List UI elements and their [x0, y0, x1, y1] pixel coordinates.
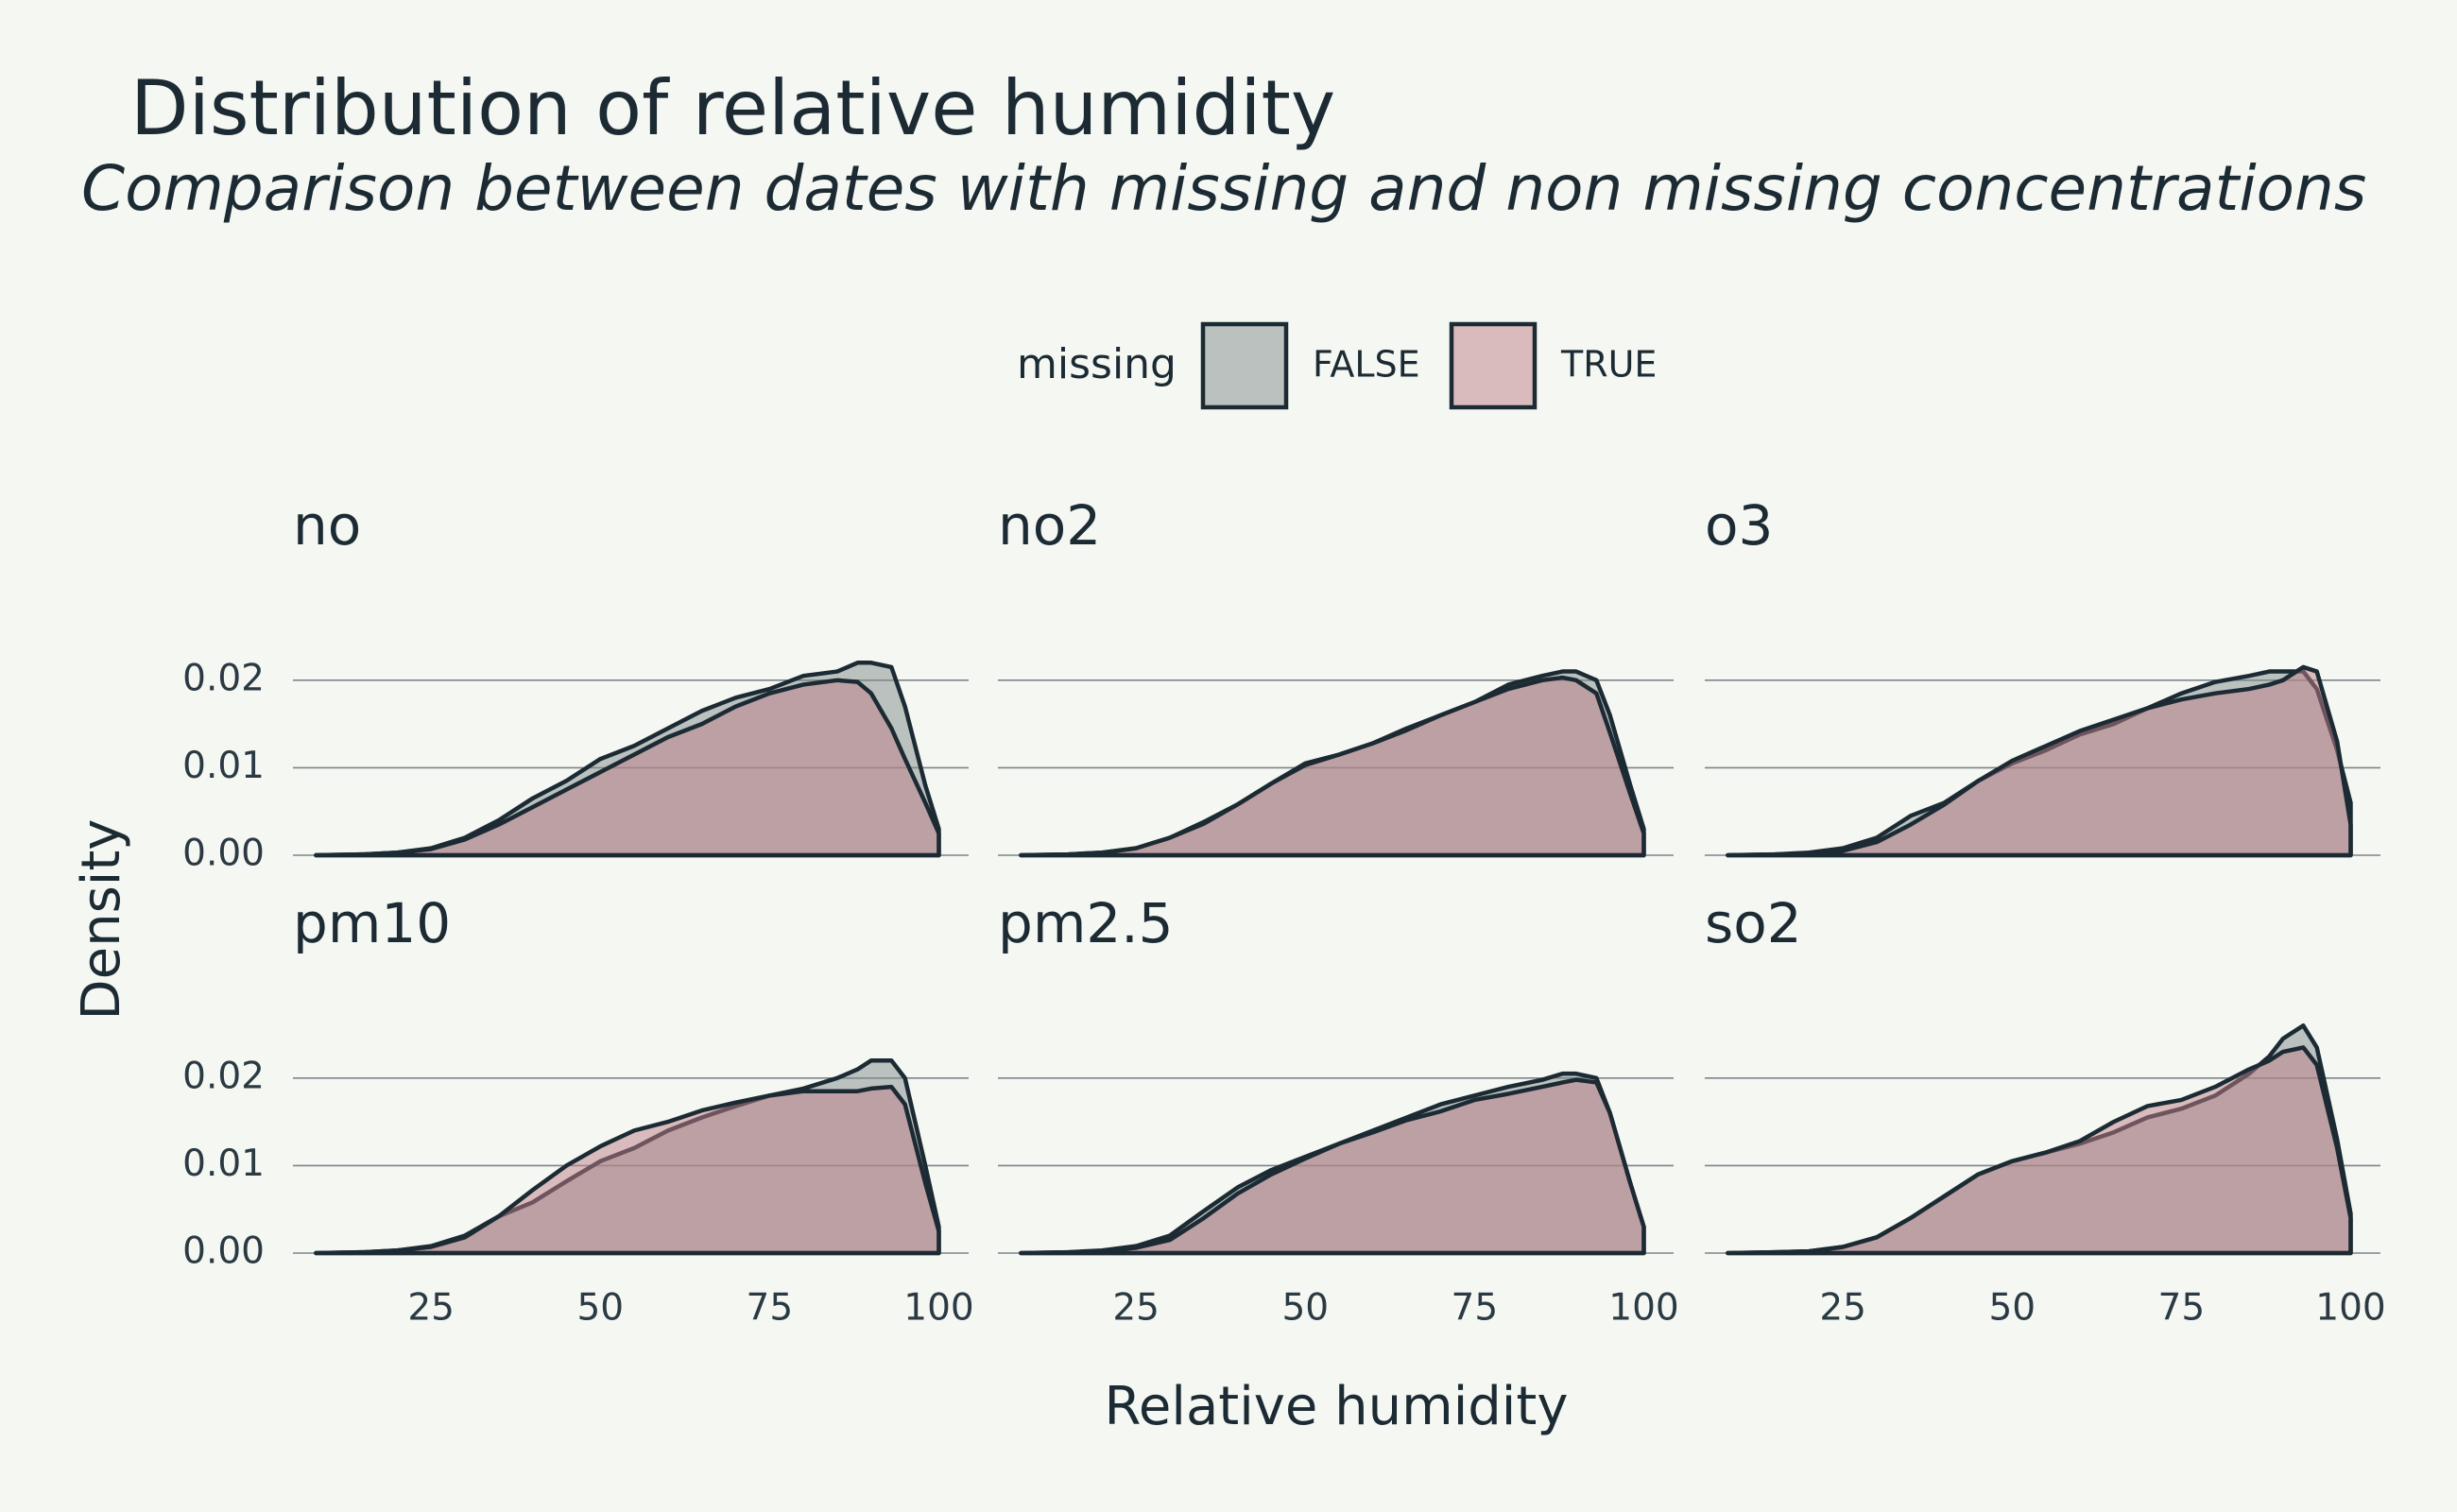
y-axis-title: Density	[71, 819, 132, 1021]
density-area	[314, 1084, 941, 1256]
x-tick-label: 50	[1988, 1287, 2036, 1330]
x-tick-label: 100	[1608, 1287, 1678, 1330]
facet-title: so2	[1705, 891, 1802, 955]
facet: no2	[998, 493, 1674, 858]
legend-swatch	[1200, 321, 1289, 410]
chart-subtitle: Comparison between dates with missing an…	[81, 152, 2366, 225]
density-area	[1726, 664, 2353, 858]
facet: so2 25 50 75 100	[1705, 891, 2386, 1330]
legend-label: TRUE	[1560, 344, 1657, 386]
legend-swatch	[1449, 321, 1538, 410]
y-tick-label: 0.02	[182, 657, 265, 699]
facet: no 0.00 0.01 0.02	[182, 493, 969, 875]
chart-title: Distribution of relative humidity	[130, 64, 1335, 152]
x-tick-label: 75	[1452, 1287, 1499, 1330]
facet: pm10 0.00 0.01 0.02 25 50 75 100	[182, 891, 974, 1329]
legend-label: FALSE	[1313, 344, 1420, 386]
x-tick-label: 25	[1819, 1287, 1866, 1330]
x-tick-label: 100	[2315, 1287, 2385, 1330]
x-tick-label: 50	[1281, 1287, 1329, 1330]
x-axis-title: Relative humidity	[1105, 1376, 1569, 1437]
x-tick-label: 25	[1112, 1287, 1160, 1330]
legend-title: missing	[1017, 340, 1177, 388]
legend: missing FALSE TRUE	[1017, 321, 1657, 410]
density-area	[1726, 1045, 2353, 1256]
y-tick-label: 0.02	[182, 1055, 265, 1097]
facet-title: no2	[998, 493, 1101, 558]
facet-title: pm10	[293, 891, 451, 955]
density-area	[1019, 1077, 1646, 1256]
facet-title: pm2.5	[998, 891, 1174, 955]
density-area	[1019, 675, 1646, 858]
x-tick-label: 75	[2158, 1287, 2206, 1330]
y-tick-label: 0.00	[182, 1230, 265, 1273]
x-tick-label: 50	[576, 1287, 624, 1330]
y-tick-label: 0.00	[182, 833, 265, 875]
y-tick-label: 0.01	[182, 1143, 265, 1185]
density-area	[314, 678, 941, 858]
x-tick-label: 75	[747, 1287, 794, 1330]
facet-title: o3	[1705, 493, 1773, 558]
facet-title: no	[293, 493, 361, 558]
x-tick-label: 25	[407, 1287, 455, 1330]
x-tick-label: 100	[903, 1287, 973, 1330]
y-tick-label: 0.01	[182, 745, 265, 787]
facet: o3	[1705, 493, 2380, 858]
facet: pm2.5 25 50 75 100	[998, 891, 1679, 1330]
